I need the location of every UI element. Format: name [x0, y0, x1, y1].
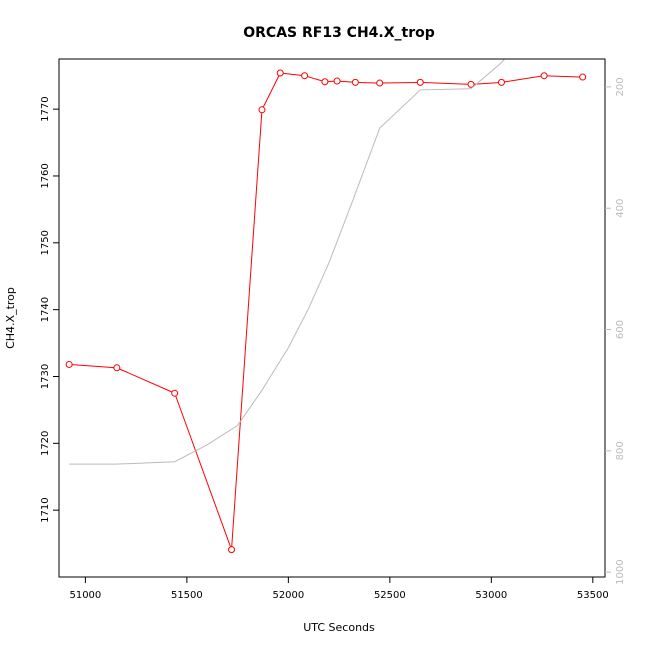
y-tick-label: 1760: [40, 163, 51, 188]
series-line-segment: [382, 81, 418, 84]
x-axis-label: UTC Seconds: [303, 621, 375, 634]
series-line-segment: [175, 395, 231, 547]
data-point: [579, 73, 587, 81]
data-point: [258, 106, 266, 114]
data-point: [276, 69, 284, 77]
series-line-segment: [72, 364, 114, 369]
data-point: [467, 80, 475, 88]
data-point: [333, 77, 341, 85]
y-tick-label: 1730: [40, 364, 51, 389]
x-tick-label: 53000: [475, 590, 507, 601]
y2-tick-label: 600: [615, 320, 626, 339]
series-line-segment: [473, 82, 499, 85]
data-point: [228, 546, 236, 554]
data-point: [321, 78, 329, 86]
series-line-segment: [262, 75, 280, 108]
series-line-segment: [358, 81, 377, 84]
series-line-segment: [283, 72, 302, 76]
data-point: [351, 78, 359, 86]
y-tick-label: 1720: [40, 431, 51, 456]
x-tick-label: 53500: [577, 590, 609, 601]
y-axis-label: CH4.X_trop: [4, 287, 17, 349]
data-point: [301, 72, 309, 80]
series-line-segment: [231, 112, 263, 547]
series-line-segment: [307, 76, 323, 82]
data-point: [497, 78, 505, 86]
data-point: [65, 360, 73, 368]
axes: 51000 51500 52000 52500 53000 53500 1710 1720 17…: [40, 77, 626, 601]
y-tick-label: 1740: [40, 297, 51, 322]
x-tick-label: 51500: [171, 590, 203, 601]
series-line-segment: [423, 82, 469, 85]
y-tick-label: 1750: [40, 230, 51, 255]
plot-frame: [58, 58, 606, 578]
series-line-segment: [119, 368, 173, 393]
plot-area: [65, 59, 587, 554]
y2-tick-label: 1000: [615, 559, 626, 584]
x-tick-label: 51000: [69, 590, 101, 601]
y2-tick-label: 200: [615, 77, 626, 96]
y2-tick-label: 400: [615, 199, 626, 218]
chart-title: ORCAS RF13 CH4.X_trop: [243, 25, 435, 41]
y2-tick-label: 800: [615, 441, 626, 460]
data-point: [171, 389, 179, 397]
data-point: [113, 364, 121, 372]
series-line-segment: [547, 75, 580, 78]
x-tick-label: 52000: [272, 590, 304, 601]
data-point: [540, 72, 548, 80]
y-tick-label: 1770: [40, 96, 51, 121]
x-tick-label: 52500: [374, 590, 406, 601]
data-point: [416, 78, 424, 86]
pressure-line: [69, 59, 506, 465]
series-line-segment: [340, 80, 353, 83]
series-line-segment: [504, 75, 542, 83]
data-point: [376, 79, 384, 87]
y-tick-label: 1710: [40, 497, 51, 522]
